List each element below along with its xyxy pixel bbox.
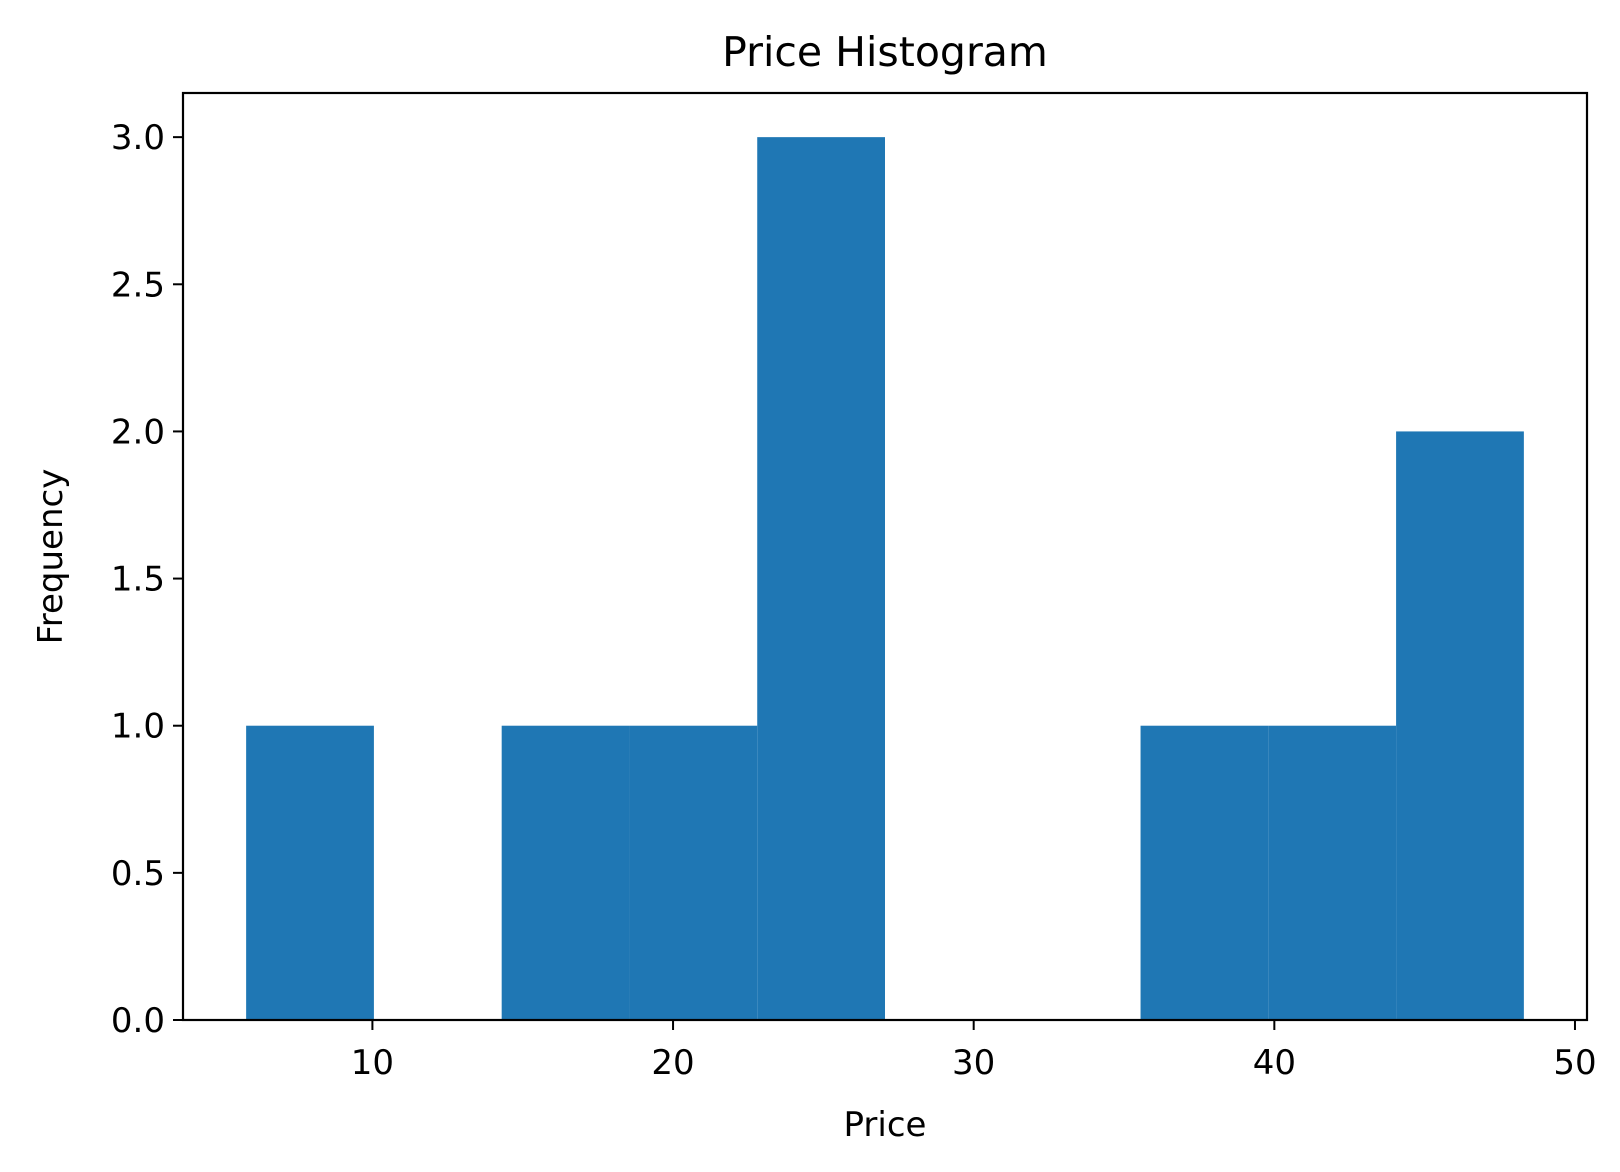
histogram-bar-8 (1268, 725, 1397, 1020)
bars-group (246, 137, 1524, 1021)
x-tick-label-2: 30 (952, 1043, 995, 1083)
y-tick-label-2: 1.0 (111, 707, 165, 747)
plot-area-frame (181, 91, 1589, 1022)
y-tick-label-1: 0.5 (111, 854, 165, 894)
y-axis-ticks: 0.0 0.5 1.0 1.5 2.0 2.5 3.0 (111, 118, 183, 1041)
x-tick-label-1: 20 (651, 1043, 694, 1083)
histogram-bar-9 (1396, 431, 1524, 1020)
x-tick-label-3: 40 (1253, 1043, 1296, 1083)
x-axis-label: Price (844, 1105, 927, 1145)
histogram-bar-3 (629, 725, 758, 1020)
y-axis-label: Frequency (31, 469, 71, 645)
chart-title: Price Histogram (722, 28, 1048, 76)
histogram-bar-0 (246, 725, 374, 1020)
y-tick-label-6: 3.0 (111, 118, 165, 158)
y-tick-label-0: 0.0 (111, 1001, 165, 1041)
histogram-bar-2 (501, 725, 630, 1020)
y-tick-label-5: 2.5 (111, 265, 165, 305)
x-axis-ticks: 10 20 30 40 50 (351, 1020, 1597, 1083)
x-tick-label-0: 10 (351, 1043, 394, 1083)
histogram-bar-7 (1140, 725, 1269, 1020)
histogram-bar-4 (757, 137, 885, 1021)
y-tick-label-4: 2.0 (111, 412, 165, 452)
x-tick-label-4: 50 (1553, 1043, 1596, 1083)
y-tick-label-3: 1.5 (111, 560, 165, 600)
